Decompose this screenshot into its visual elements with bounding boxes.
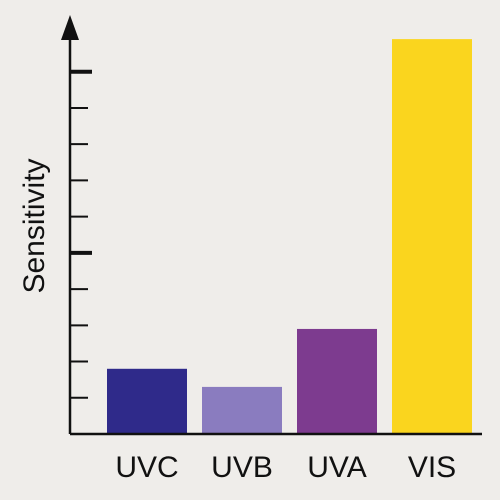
x-tick-label: UVA [307,451,366,484]
y-axis-arrow [61,15,79,40]
bar [107,368,187,434]
x-tick-label: UVC [115,451,178,484]
bar [297,328,377,434]
x-tick-label: UVB [211,451,273,484]
bar [202,386,282,434]
bar [392,39,472,434]
x-tick-label: VIS [408,451,456,484]
y-axis-label: Sensitivity [18,158,51,293]
